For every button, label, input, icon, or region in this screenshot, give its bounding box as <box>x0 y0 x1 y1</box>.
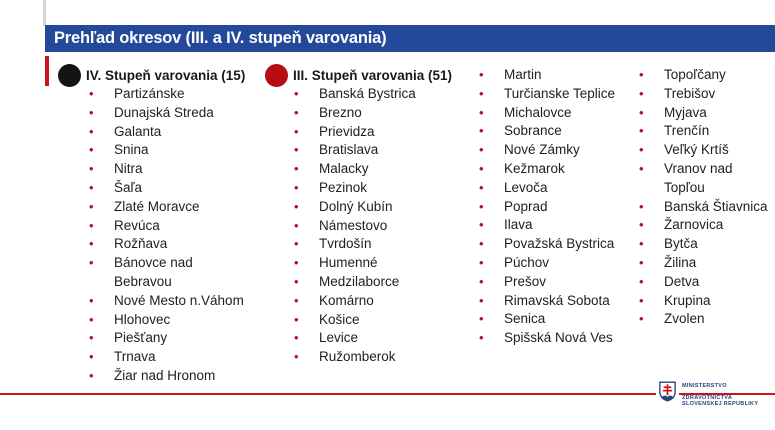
list-item: Humenné <box>293 254 468 273</box>
list-item: Ružomberok <box>293 348 468 367</box>
list-item: Nové Mesto n.Váhom <box>88 292 253 311</box>
section-title-level4: IV. Stupeň varovania (15) <box>86 68 246 83</box>
list-item: Šaľa <box>88 179 253 198</box>
list-item: Námestovo <box>293 217 468 236</box>
list-item: Hlohovec <box>88 311 253 330</box>
list-item: Trnava <box>88 348 253 367</box>
list-item: Michalovce <box>478 104 628 123</box>
ministry-logo-text: MINISTERSTVO ZDRAVOTNÍCTVA SLOVENSKEJ RE… <box>682 383 758 408</box>
list-item: Senica <box>478 310 628 329</box>
list-item: Rimavská Sobota <box>478 292 628 311</box>
list-item: Rožňava <box>88 235 253 254</box>
list-item: Ilava <box>478 216 628 235</box>
list-item: Detva <box>638 273 774 292</box>
list-item: Bratislava <box>293 141 468 160</box>
list-item: Medzilaborce <box>293 273 468 292</box>
list-item: Galanta <box>88 123 253 142</box>
level3-marker-icon <box>265 64 288 87</box>
ministry-logo-line3: SLOVENSKEJ REPUBLIKY <box>682 401 759 407</box>
list-item: Bytča <box>638 235 774 254</box>
ministry-logo: MINISTERSTVO ZDRAVOTNÍCTVA SLOVENSKEJ RE… <box>654 378 775 412</box>
list-item: Zvolen <box>638 310 774 329</box>
list-item: Banská Bystrica <box>293 85 468 104</box>
level3-district-list-col1: Banská BystricaBreznoPrievidzaBratislava… <box>293 85 468 367</box>
list-item: Prievidza <box>293 123 468 142</box>
level3-district-list-col3: TopoľčanyTrebišovMyjavaTrenčínVeľký Krtí… <box>638 66 774 329</box>
list-item: Žilina <box>638 254 774 273</box>
list-item: Piešťany <box>88 329 253 348</box>
list-item: Nové Zámky <box>478 141 628 160</box>
list-item: Snina <box>88 141 253 160</box>
section-header-level4: IV. Stupeň varovania (15) <box>58 64 245 87</box>
list-item: Prešov <box>478 273 628 292</box>
list-item: Sobrance <box>478 122 628 141</box>
list-item: Žiar nad Hronom <box>88 367 253 386</box>
list-item: Partizánske <box>88 85 253 104</box>
list-item: Zlaté Moravce <box>88 198 253 217</box>
list-item: Pezinok <box>293 179 468 198</box>
list-item: Poprad <box>478 198 628 217</box>
list-item: Banská Štiavnica <box>638 198 774 217</box>
list-item: Brezno <box>293 104 468 123</box>
list-item: Vranov nad Topľou <box>638 160 774 198</box>
list-item: Kežmarok <box>478 160 628 179</box>
list-item: Martin <box>478 66 628 85</box>
list-item: Revúca <box>88 217 253 236</box>
list-item: Košice <box>293 311 468 330</box>
section-header-level3: III. Stupeň varovania (51) <box>265 64 452 87</box>
list-item: Bánovce nad Bebravou <box>88 254 253 292</box>
list-item: Krupina <box>638 292 774 311</box>
list-item: Spišská Nová Ves <box>478 329 628 348</box>
title-bar: Prehľad okresov (III. a IV. stupeň varov… <box>45 25 775 52</box>
level4-marker-icon <box>58 64 81 87</box>
list-item: Levoča <box>478 179 628 198</box>
list-item: Myjava <box>638 104 774 123</box>
list-item: Dunajská Streda <box>88 104 253 123</box>
page-title: Prehľad okresov (III. a IV. stupeň varov… <box>54 29 387 47</box>
list-item: Dolný Kubín <box>293 198 468 217</box>
list-item: Komárno <box>293 292 468 311</box>
slovak-coat-of-arms-icon <box>656 379 679 404</box>
list-item: Trebišov <box>638 85 774 104</box>
list-item: Púchov <box>478 254 628 273</box>
list-item: Levice <box>293 329 468 348</box>
footer-divider <box>0 393 775 395</box>
list-item: Veľký Krtíš <box>638 141 774 160</box>
list-item: Malacky <box>293 160 468 179</box>
list-item: Turčianske Teplice <box>478 85 628 104</box>
section-title-level3: III. Stupeň varovania (51) <box>293 68 453 83</box>
list-item: Považská Bystrica <box>478 235 628 254</box>
top-left-tick <box>43 0 46 26</box>
list-item: Nitra <box>88 160 253 179</box>
ministry-logo-line2: ZDRAVOTNÍCTVA <box>682 394 733 401</box>
left-accent-bar <box>45 56 49 86</box>
list-item: Tvrdošín <box>293 235 468 254</box>
list-item: Topoľčany <box>638 66 774 85</box>
level3-district-list-col2: MartinTurčianske TepliceMichalovceSobran… <box>478 66 628 348</box>
level4-district-list: PartizánskeDunajská StredaGalantaSninaNi… <box>88 85 253 386</box>
list-item: Trenčín <box>638 122 774 141</box>
list-item: Žarnovica <box>638 216 774 235</box>
ministry-logo-line1: MINISTERSTVO <box>682 383 727 389</box>
